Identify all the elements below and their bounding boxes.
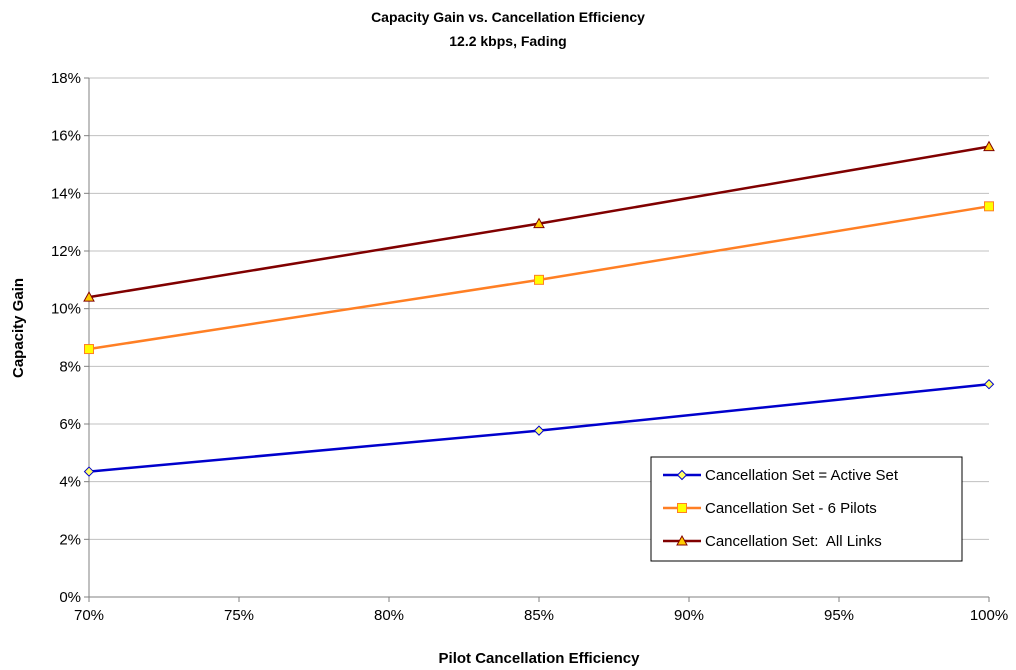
- y-tick-label: 18%: [51, 70, 81, 87]
- data-point: [533, 217, 545, 229]
- x-tick-label: 90%: [674, 607, 704, 624]
- y-axis-title: Capacity Gain: [10, 278, 27, 378]
- data-point: [84, 344, 94, 355]
- data-point: [83, 466, 95, 477]
- gridlines: [89, 77, 989, 540]
- x-tick-label: 85%: [524, 607, 554, 624]
- data-point: [534, 274, 544, 285]
- y-tick-label: 14%: [51, 185, 81, 202]
- series-group: [83, 140, 995, 477]
- legend: Cancellation Set = Active Set Cancellatio…: [650, 456, 963, 562]
- data-point: [533, 425, 545, 436]
- y-tick-label: 2%: [59, 531, 81, 548]
- x-axis-ticks: 70% 75% 80% 85% 90% 95% 100%: [74, 597, 1008, 624]
- y-tick-label: 12%: [51, 243, 81, 260]
- x-tick-label: 75%: [224, 607, 254, 624]
- y-tick-label: 6%: [59, 416, 81, 433]
- y-tick-label: 4%: [59, 474, 81, 491]
- series-2: [84, 201, 994, 355]
- legend-swatch-marker: [677, 503, 687, 513]
- data-point: [983, 379, 995, 390]
- y-tick-label: 10%: [51, 301, 81, 318]
- legend-label: Cancellation Set = Active Set: [705, 467, 899, 484]
- y-tick-label: 0%: [59, 589, 81, 606]
- chart-subtitle: 12.2 kbps, Fading: [449, 33, 566, 49]
- data-point: [984, 201, 994, 212]
- legend-swatch-marker: [676, 469, 688, 481]
- x-tick-label: 95%: [824, 607, 854, 624]
- x-tick-label: 80%: [374, 607, 404, 624]
- legend-label: Cancellation Set - 6 Pilots: [705, 500, 877, 517]
- legend-label: Cancellation Set: All Links: [705, 533, 882, 550]
- x-tick-label: 100%: [970, 607, 1008, 624]
- y-axis-ticks: 0% 2% 4% 6% 8% 10% 12% 14% 16% 18%: [51, 70, 89, 606]
- series-1: [83, 379, 995, 477]
- legend-item: Cancellation Set = Active Set: [663, 467, 899, 484]
- x-axis-title: Pilot Cancellation Efficiency: [439, 650, 641, 667]
- y-tick-label: 8%: [59, 358, 81, 375]
- data-point: [983, 140, 995, 152]
- chart-title: Capacity Gain vs. Cancellation Efficienc…: [371, 9, 645, 25]
- legend-item: Cancellation Set: All Links: [663, 533, 882, 550]
- y-tick-label: 16%: [51, 128, 81, 145]
- data-point: [83, 291, 95, 302]
- x-tick-label: 70%: [74, 607, 104, 624]
- legend-box: [650, 456, 963, 562]
- legend-swatch-marker: [676, 534, 688, 546]
- series-3: [83, 140, 995, 302]
- legend-item: Cancellation Set - 6 Pilots: [663, 500, 877, 517]
